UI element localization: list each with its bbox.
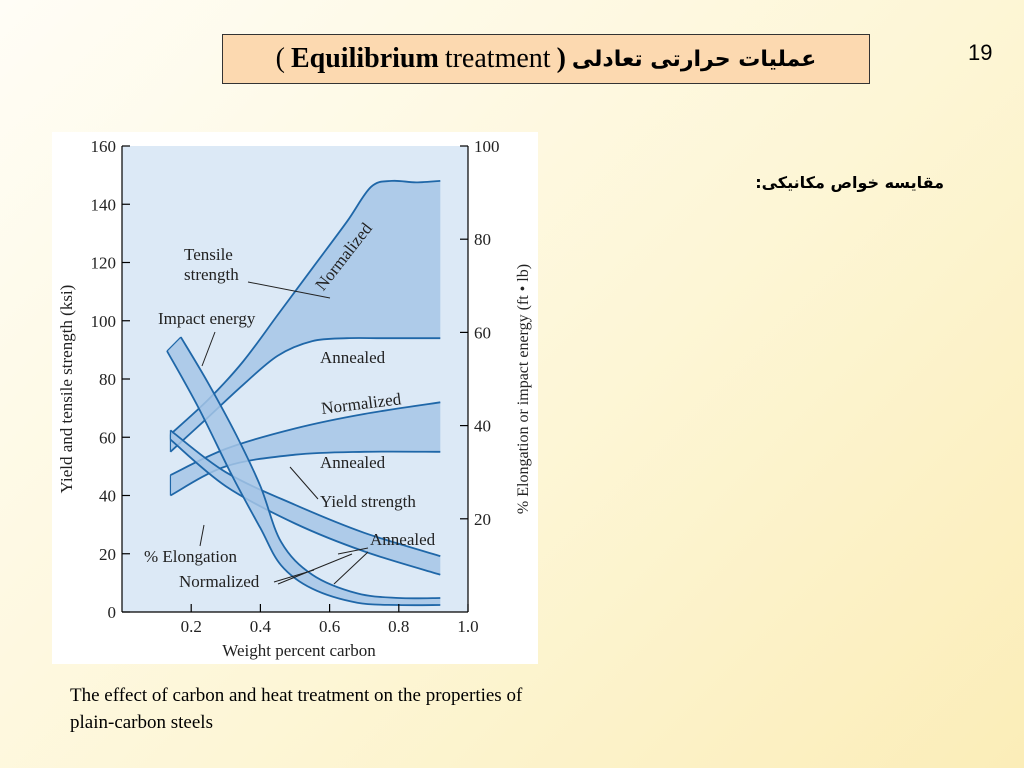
chart: 0 20 40 60 80 100 120 140 160 20 40 60 80 100 0.2 0.4 0.… — [52, 132, 538, 664]
y-left-tick-label: 20 — [99, 545, 116, 564]
elongation-annealed-label-leader — [337, 547, 369, 555]
x-axis-label: Weight percent carbon — [222, 641, 376, 660]
tensile-strength-band — [170, 180, 441, 452]
elongation-annealed-label: Annealed — [370, 530, 436, 549]
yield-strength-annotation: Yield strength — [320, 492, 416, 511]
elongation-annealed-leader-2 — [333, 551, 369, 585]
title-persian: عملیات حرارتی تعادلی — [571, 46, 817, 72]
elongation-lower-line — [169, 438, 441, 576]
chart-svg: 0 20 40 60 80 100 120 140 160 20 40 60 80 100 0.2 0.4 0.… — [57, 137, 532, 660]
y-right-tick-label: 20 — [474, 510, 491, 529]
tensile-strength-annotation: Tensile strength — [184, 245, 239, 284]
tensile-strength-upper-line — [169, 179, 441, 435]
impact-energy-annotation-leader — [201, 331, 216, 367]
impact-energy-lower-line — [166, 350, 441, 607]
yield-strength-upper-line — [170, 401, 441, 476]
yield-annealed-label: Annealed — [320, 453, 386, 472]
slide-title: (Equilibrium treatment) عملیات حرارتی تع… — [222, 34, 870, 84]
impact-energy-annotation: Impact energy — [158, 309, 256, 328]
y-left-tick-label: 100 — [91, 312, 117, 331]
y-right-tick-label: 80 — [474, 230, 491, 249]
y-left-tick-label: 60 — [99, 428, 116, 447]
y-left-axis-label: Yield and tensile strength (ksi) — [57, 285, 76, 494]
x-tick-label: 0.2 — [181, 617, 202, 636]
x-tick-label: 0.4 — [250, 617, 272, 636]
x-tick-label: 0.6 — [319, 617, 340, 636]
tensile-strength-annotation-leader — [247, 281, 331, 299]
x-tick-label: 0.8 — [388, 617, 409, 636]
title-open-paren: ( — [275, 43, 285, 74]
page-number: 19 — [968, 40, 993, 65]
y-right-tick-label: 100 — [474, 137, 500, 156]
figure-caption: The effect of carbon and heat treatment … — [70, 685, 523, 733]
title-close-paren: ) — [556, 43, 566, 74]
title-bold-word: Equilibrium — [290, 43, 439, 74]
impact-energy-band — [167, 337, 441, 606]
elongation-normalized-leader-2 — [277, 553, 353, 585]
y-right-tick-label: 60 — [474, 323, 491, 342]
elongation-upper-line — [169, 429, 441, 557]
impact-energy-upper-line — [180, 336, 441, 600]
x-tick-label: 1.0 — [457, 617, 478, 636]
tensile-annealed-label: Annealed — [320, 348, 386, 367]
y-left-tick-label: 40 — [99, 487, 116, 506]
yield-strength-annotation-leader — [289, 466, 319, 500]
elongation-band — [170, 430, 441, 575]
yield-strength-band — [170, 402, 441, 496]
y-right-axis-label: % Elongation or impact energy (ft • lb) — [515, 264, 532, 514]
y-left-tick-label: 0 — [108, 603, 117, 622]
elongation-normalized-label: Normalized — [179, 572, 260, 591]
persian-note: مقایسه خواص مکانیکی: — [755, 173, 944, 192]
y-left-tick-label: 120 — [91, 254, 117, 273]
title-rest: treatment — [444, 43, 551, 74]
impact-energy-start-cap — [166, 336, 182, 352]
y-left-tick-label: 140 — [91, 195, 117, 214]
y-left-tick-label: 80 — [99, 370, 116, 389]
elongation-annotation-leader — [199, 524, 205, 547]
elongation-annotation: % Elongation — [144, 547, 238, 566]
y-right-tick-label: 40 — [474, 417, 491, 436]
y-left-tick-label: 160 — [91, 137, 117, 156]
